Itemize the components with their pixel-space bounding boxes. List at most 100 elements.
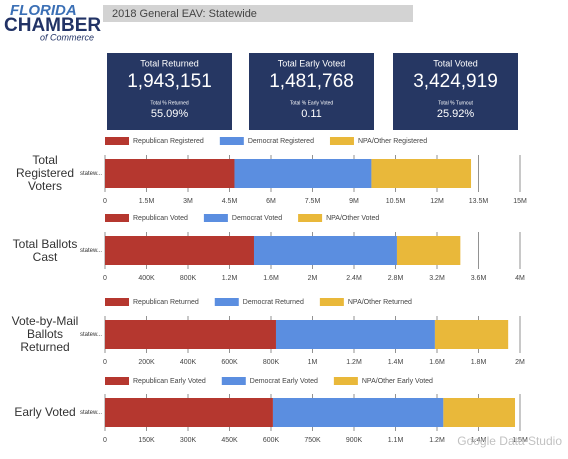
x-tick-label: 1.4M xyxy=(471,437,487,444)
legend-swatch xyxy=(105,377,129,385)
x-tick-label: 450K xyxy=(221,437,238,444)
x-tick-label: 1.2M xyxy=(429,437,445,444)
bar-segment xyxy=(434,320,509,349)
x-tick-label: 400K xyxy=(180,359,197,366)
x-tick-label: 9M xyxy=(349,198,359,205)
x-tick-label: 2.4M xyxy=(346,275,362,282)
bar-segment xyxy=(105,398,273,427)
legend-swatch xyxy=(105,298,129,306)
x-tick-label: 900K xyxy=(346,437,363,444)
bar-segment xyxy=(105,159,235,188)
kpi-sub-label: Total % Turnout xyxy=(438,100,473,106)
x-tick-label: 800K xyxy=(263,359,280,366)
x-tick-label: 1.5M xyxy=(139,198,155,205)
kpi-label: Total Voted xyxy=(433,58,478,68)
legend-label: Democrat Returned xyxy=(243,299,304,306)
legend-label: Democrat Registered xyxy=(248,138,314,145)
logo-line1: FLORIDA xyxy=(10,2,77,19)
kpi-card xyxy=(393,53,518,130)
x-tick-label: 12M xyxy=(430,198,444,205)
legend-swatch xyxy=(221,377,246,385)
legend-label: Republican Returned xyxy=(133,299,199,306)
x-tick-label: 1.6M xyxy=(263,275,279,282)
kpi-label: Total Returned xyxy=(140,58,199,68)
chart-title: Total Ballots Cast xyxy=(12,236,78,264)
watermark: Google Data Studio xyxy=(457,434,562,448)
bar-segment xyxy=(253,236,397,265)
kpi-card xyxy=(107,53,232,130)
x-tick-label: 150K xyxy=(138,437,155,444)
x-tick-label: 1.6M xyxy=(429,359,445,366)
legend-swatch xyxy=(298,214,323,222)
legend-swatch xyxy=(105,214,129,222)
x-tick-label: 1.2M xyxy=(222,275,238,282)
y-category-label: statew... xyxy=(80,171,102,177)
x-tick-label: 1.1M xyxy=(388,437,404,444)
bar-segment xyxy=(396,236,461,265)
x-tick-label: 400K xyxy=(138,275,155,282)
legend-label: NPA/Other Early Voted xyxy=(362,378,433,385)
legend-swatch xyxy=(219,137,244,145)
x-tick-label: 2.8M xyxy=(388,275,404,282)
kpi-value: 3,424,919 xyxy=(413,71,498,92)
bar-segment xyxy=(443,398,516,427)
x-tick-label: 1.4M xyxy=(388,359,404,366)
bar-segment xyxy=(371,159,472,188)
bar-segment xyxy=(234,159,372,188)
kpi-value: 1,481,768 xyxy=(269,71,354,92)
logo-line3: of Commerce xyxy=(40,32,94,42)
x-tick-label: 3M xyxy=(183,198,193,205)
kpi-sub-value: 55.09% xyxy=(151,108,189,120)
kpi-card xyxy=(249,53,374,130)
legend-swatch xyxy=(214,298,239,306)
x-tick-label: 0 xyxy=(103,275,107,282)
legend-swatch xyxy=(203,214,228,222)
bar-segment xyxy=(275,320,435,349)
kpi-sub-value: 25.92% xyxy=(437,108,475,120)
kpi-sub-value: 0.11 xyxy=(301,108,322,120)
x-tick-label: 600K xyxy=(263,437,280,444)
kpi-label: Total Early Voted xyxy=(278,58,346,68)
chart-title: Total Registered Voters xyxy=(15,153,75,193)
legend-label: Democrat Early Voted xyxy=(250,378,318,385)
legend-label: Republican Voted xyxy=(133,215,188,222)
bar-segment xyxy=(105,320,276,349)
header-title: 2018 General EAV: Statewide xyxy=(112,8,257,20)
chart-title: Vote-by-Mail Ballots Returned xyxy=(11,314,79,354)
legend-swatch xyxy=(329,137,354,145)
legend-label: NPA/Other Voted xyxy=(326,215,379,222)
legend-swatch xyxy=(333,377,358,385)
x-tick-label: 0 xyxy=(103,437,107,444)
legend-label: NPA/Other Registered xyxy=(358,138,427,145)
kpi-sub-label: Total % Returned xyxy=(150,100,189,106)
logo-line2: CHAMBER xyxy=(4,15,101,36)
x-tick-label: 200K xyxy=(138,359,155,366)
x-tick-label: 3.6M xyxy=(471,275,487,282)
chart-title: Early Voted xyxy=(14,405,76,419)
x-tick-label: 7.5M xyxy=(305,198,321,205)
x-tick-label: 13.5M xyxy=(469,198,489,205)
x-tick-label: 1.5M xyxy=(512,437,528,444)
kpi-value: 1,943,151 xyxy=(127,71,212,92)
x-tick-label: 10.5M xyxy=(386,198,406,205)
x-tick-label: 6M xyxy=(266,198,276,205)
x-tick-label: 300K xyxy=(180,437,197,444)
legend-swatch xyxy=(105,137,129,145)
legend-label: Democrat Voted xyxy=(232,215,282,222)
bar-segment xyxy=(105,236,254,265)
legend-label: Republican Registered xyxy=(133,138,204,145)
y-category-label: statew... xyxy=(80,410,102,416)
x-tick-label: 600K xyxy=(221,359,238,366)
x-tick-label: 1.8M xyxy=(471,359,487,366)
x-tick-label: 4.5M xyxy=(222,198,238,205)
legend-label: NPA/Other Returned xyxy=(348,299,412,306)
x-tick-label: 0 xyxy=(103,198,107,205)
x-tick-label: 800K xyxy=(180,275,197,282)
header-bar xyxy=(103,5,413,22)
x-tick-label: 4M xyxy=(515,275,525,282)
x-tick-label: 1.2M xyxy=(346,359,362,366)
x-tick-label: 3.2M xyxy=(429,275,445,282)
x-tick-label: 15M xyxy=(513,198,527,205)
